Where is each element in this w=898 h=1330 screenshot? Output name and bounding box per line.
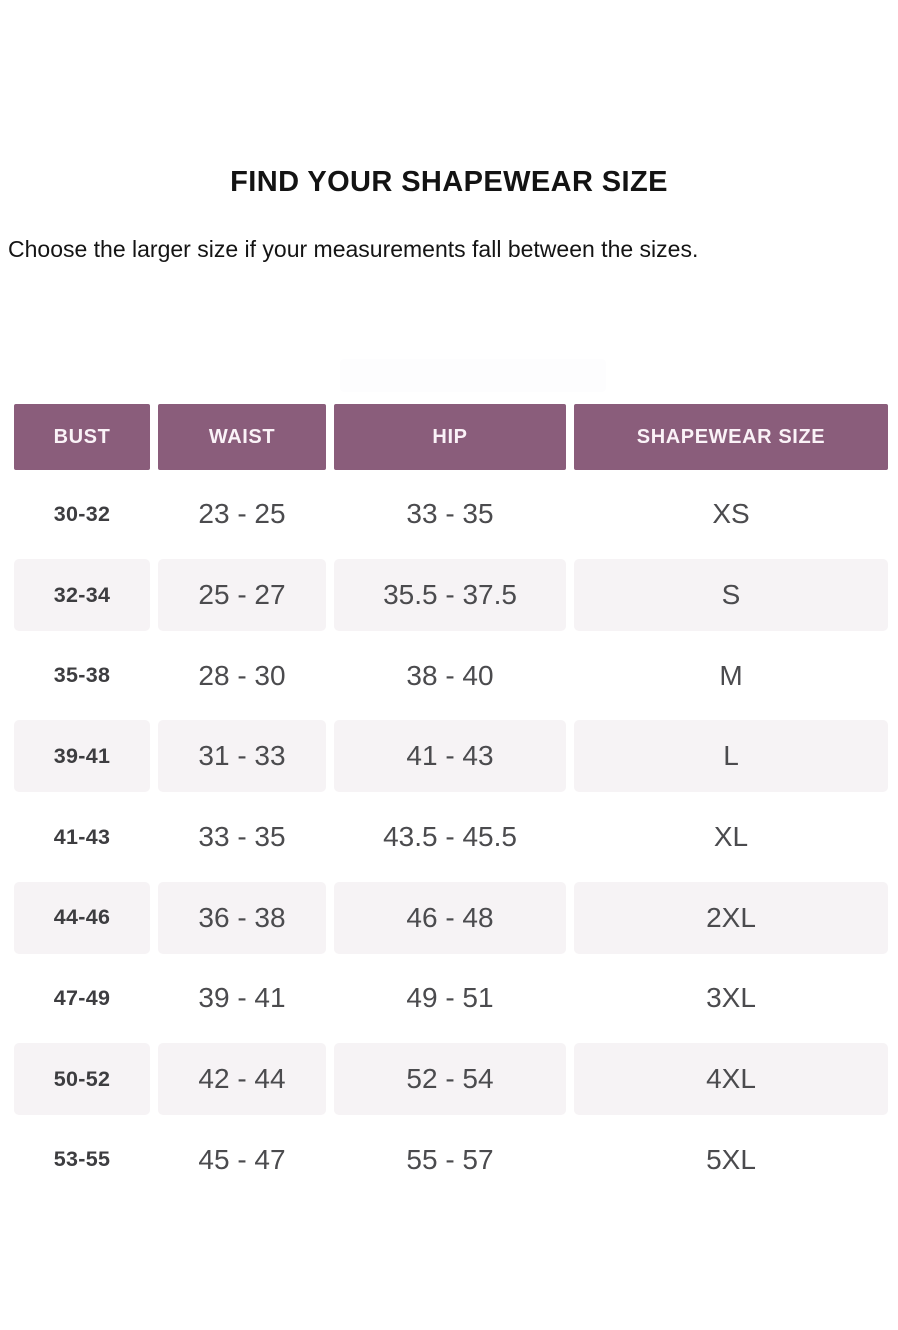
cell-bust: 35-38: [53, 663, 111, 688]
table-row: 50-52 42 - 44 52 - 54 4XL: [14, 1039, 888, 1120]
table-row: 47-49 39 - 41 49 - 51 3XL: [14, 958, 888, 1039]
cell-hip: 35.5 - 37.5: [334, 558, 566, 632]
table-header-row: BUST WAIST HIP SHAPEWEAR SIZE: [14, 404, 888, 470]
cell-bust: 41-43: [53, 824, 111, 849]
header-cell-hip: HIP: [334, 404, 566, 470]
cell-size: 4XL: [574, 1043, 888, 1116]
table-row: 32-34 25 - 27 35.5 - 37.5 S: [14, 555, 888, 636]
cell-bust: 44-46: [14, 881, 150, 954]
cell-size: 5XL: [706, 1143, 756, 1175]
cell-hip: 46 - 48: [334, 881, 566, 954]
table-body: 30-32 23 - 25 33 - 35 XS 32-34 25 - 27 3…: [14, 474, 888, 1200]
page-subtitle: Choose the larger size if your measureme…: [8, 236, 699, 262]
cell-size: S: [574, 558, 888, 632]
cell-size: M: [719, 659, 743, 691]
cell-waist: 36 - 38: [158, 881, 326, 954]
cell-waist: 25 - 27: [158, 558, 326, 632]
cell-bust: 30-32: [53, 501, 111, 526]
table-row: 30-32 23 - 25 33 - 35 XS: [14, 474, 888, 555]
cell-waist: 42 - 44: [158, 1043, 326, 1116]
page-title: FIND YOUR SHAPEWEAR SIZE: [230, 166, 668, 198]
table-row: 53-55 45 - 47 55 - 57 5XL: [14, 1120, 888, 1201]
cell-waist: 31 - 33: [158, 720, 326, 793]
cell-waist: 28 - 30: [198, 659, 286, 691]
cell-hip: 43.5 - 45.5: [383, 821, 517, 853]
header-cell-shapewear-size: SHAPEWEAR SIZE: [574, 404, 888, 470]
table-row: 35-38 28 - 30 38 - 40 M: [14, 635, 888, 716]
header-cell-waist: WAIST: [158, 404, 326, 470]
cell-bust: 50-52: [14, 1043, 150, 1116]
cell-hip: 33 - 35: [406, 498, 494, 530]
cell-hip: 41 - 43: [334, 720, 566, 793]
cell-waist: 45 - 47: [198, 1143, 286, 1175]
cell-bust: 53-55: [53, 1147, 111, 1172]
table-row: 44-46 36 - 38 46 - 48 2XL: [14, 877, 888, 958]
cell-waist: 33 - 35: [198, 821, 286, 853]
cell-waist: 23 - 25: [198, 498, 286, 530]
cell-size: 2XL: [574, 881, 888, 954]
cell-hip: 38 - 40: [406, 659, 494, 691]
cell-size: L: [574, 720, 888, 793]
cell-bust: 47-49: [53, 985, 111, 1010]
table-row: 39-41 31 - 33 41 - 43 L: [14, 716, 888, 797]
faint-watermark: [340, 359, 606, 392]
cell-size: XL: [713, 821, 749, 853]
cell-size: 3XL: [706, 982, 756, 1014]
cell-bust: 32-34: [14, 558, 150, 632]
cell-waist: 39 - 41: [198, 982, 286, 1014]
cell-hip: 55 - 57: [406, 1143, 494, 1175]
table-row: 41-43 33 - 35 43.5 - 45.5 XL: [14, 797, 888, 878]
cell-hip: 49 - 51: [406, 982, 494, 1014]
cell-size: XS: [712, 498, 750, 530]
size-chart-table: BUST WAIST HIP SHAPEWEAR SIZE 30-32 23 -…: [14, 404, 888, 1200]
header-cell-bust: BUST: [14, 404, 150, 470]
cell-hip: 52 - 54: [334, 1043, 566, 1116]
cell-bust: 39-41: [14, 720, 150, 793]
